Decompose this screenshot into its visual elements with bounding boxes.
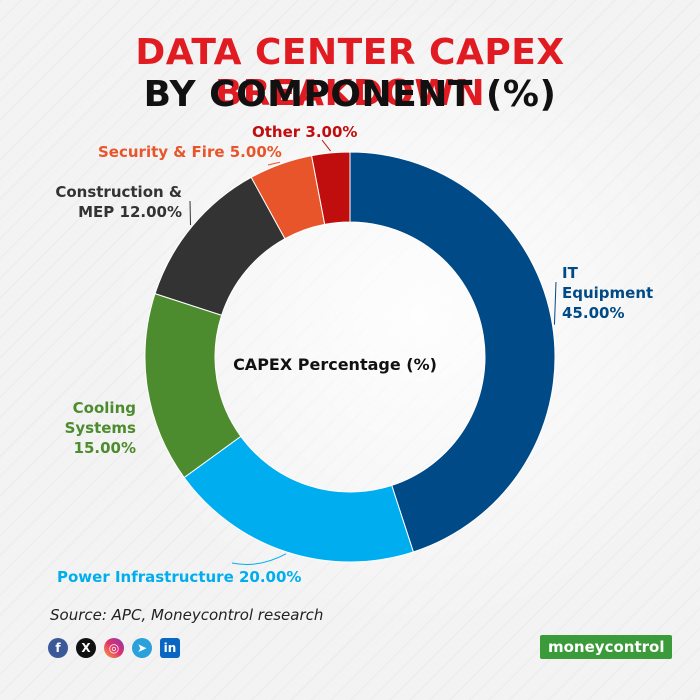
donut-slices <box>144 151 556 563</box>
leader-line <box>189 200 192 226</box>
slice-label: Power Infrastructure 20.00% <box>57 568 301 586</box>
instagram-icon[interactable]: ◎ <box>104 638 124 658</box>
moneycontrol-logo: moneycontrol <box>540 635 673 659</box>
slice-label: Security & Fire 5.00% <box>98 143 282 161</box>
slice-it-equipment <box>349 151 556 553</box>
source-note: Source: APC, Moneycontrol research <box>50 606 324 624</box>
slice-label: Construction & MEP 12.00% <box>55 183 182 221</box>
chart-title-line1: DATA CENTER CAPEX BREAKDOWN <box>135 32 565 114</box>
slice-labels: IT Equipment 45.00% Power Infrastructure 20… <box>55 123 653 586</box>
slice-power-infrastructure <box>183 435 414 563</box>
linkedin-icon[interactable]: in <box>160 638 180 658</box>
label-leader-lines <box>189 139 557 565</box>
slice-label: IT Equipment 45.00% <box>562 264 653 322</box>
leader-line <box>321 139 331 152</box>
slice-other <box>311 151 351 225</box>
slice-label: Cooling Systems 15.00% <box>65 399 136 457</box>
leader-line <box>553 281 557 325</box>
telegram-icon[interactable]: ➤ <box>132 638 152 658</box>
chart-title-line2: BY COMPONENT (%) <box>143 74 557 115</box>
x-icon[interactable]: X <box>76 638 96 658</box>
leader-line <box>267 161 280 166</box>
leader-line <box>231 553 287 565</box>
slice-label: Other 3.00% <box>252 123 357 141</box>
facebook-icon[interactable]: f <box>48 638 68 658</box>
center-label: CAPEX Percentage (%) <box>233 355 437 374</box>
social-links: f X ◎ ➤ in <box>48 638 180 658</box>
